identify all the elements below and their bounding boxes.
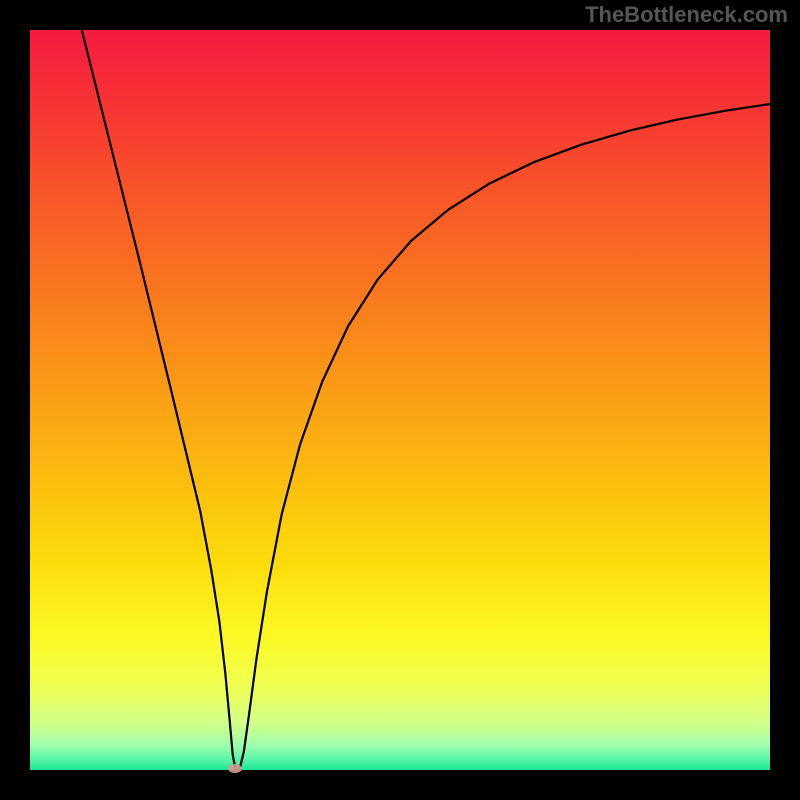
chart-container: TheBottleneck.com	[0, 0, 800, 800]
bottleneck-chart: TheBottleneck.com	[0, 0, 800, 800]
optimal-point-marker	[228, 764, 242, 773]
gradient-plot-area	[30, 30, 770, 770]
watermark-text: TheBottleneck.com	[585, 2, 788, 27]
